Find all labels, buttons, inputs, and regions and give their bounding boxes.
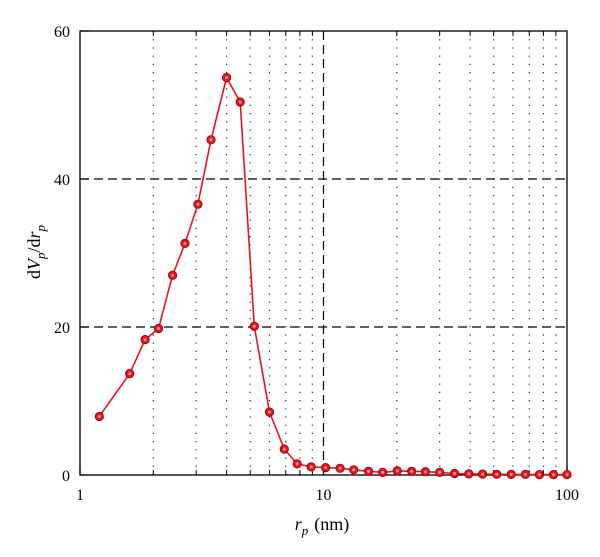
x-axis-label-unit: (nm) <box>314 514 349 535</box>
data-point-highlight <box>565 473 569 477</box>
data-point-highlight <box>225 76 229 80</box>
data-point-highlight <box>238 100 242 104</box>
x-tick-label: 1 <box>76 487 84 504</box>
y-axis-label-r: r <box>24 231 44 239</box>
data-point-highlight <box>523 472 527 476</box>
y-axis-label: dVp/drp <box>24 224 48 279</box>
data-point-highlight <box>171 273 175 277</box>
data-point-highlight <box>252 324 256 328</box>
data-point-highlight <box>481 472 485 476</box>
x-tick-label: 10 <box>316 487 332 504</box>
y-tick-label: 0 <box>62 468 70 485</box>
data-point-highlight <box>324 466 328 470</box>
data-point-highlight <box>352 468 356 472</box>
data-point-highlight <box>157 327 160 330</box>
data-point-highlight <box>537 473 541 477</box>
data-point-highlight <box>509 472 513 476</box>
data-point-highlight <box>209 138 213 142</box>
data-point-highlight <box>381 470 385 474</box>
data-point-highlight <box>128 372 132 376</box>
data-point-highlight <box>282 447 286 451</box>
y-axis-label-v: V <box>24 257 44 270</box>
data-point-highlight <box>410 469 414 473</box>
data-point-highlight <box>367 469 370 473</box>
data-point-highlight <box>453 472 456 475</box>
major-grid <box>80 31 567 475</box>
data-point-highlight <box>552 473 555 477</box>
x-tick-label: 100 <box>555 487 579 504</box>
x-axis-label-subscript: p <box>301 523 309 538</box>
y-tick-label: 60 <box>54 24 70 41</box>
data-point-highlight <box>423 470 427 474</box>
data-point-highlight <box>395 469 399 473</box>
y-tick-label: 20 <box>54 320 70 337</box>
y-axis-label-sub2: p <box>33 224 48 232</box>
data-point-highlight <box>196 202 200 206</box>
data-point-highlight <box>438 470 442 474</box>
tick-labels: 1 10 100 0 20 40 60 <box>54 24 579 504</box>
data-point-highlight <box>143 338 147 342</box>
data-point-highlight <box>495 472 499 476</box>
y-axis-label-slash-d: /d <box>24 239 44 253</box>
data-point-highlight <box>268 410 271 414</box>
y-axis-label-sub1: p <box>33 252 48 260</box>
data-point-highlight <box>467 472 471 476</box>
y-axis-label-d1: d <box>24 270 44 279</box>
x-axis-label: rp (nm) <box>295 514 350 538</box>
data-point-highlight <box>183 241 187 245</box>
series-layer <box>94 73 572 480</box>
data-point-highlight <box>295 462 299 466</box>
x-axis-label-symbol: r <box>295 514 303 534</box>
data-point-highlight <box>97 415 101 418</box>
data-point-highlight <box>338 466 342 470</box>
data-point-highlight <box>309 465 313 469</box>
y-tick-label: 40 <box>54 172 70 189</box>
minor-grid <box>152 31 557 475</box>
